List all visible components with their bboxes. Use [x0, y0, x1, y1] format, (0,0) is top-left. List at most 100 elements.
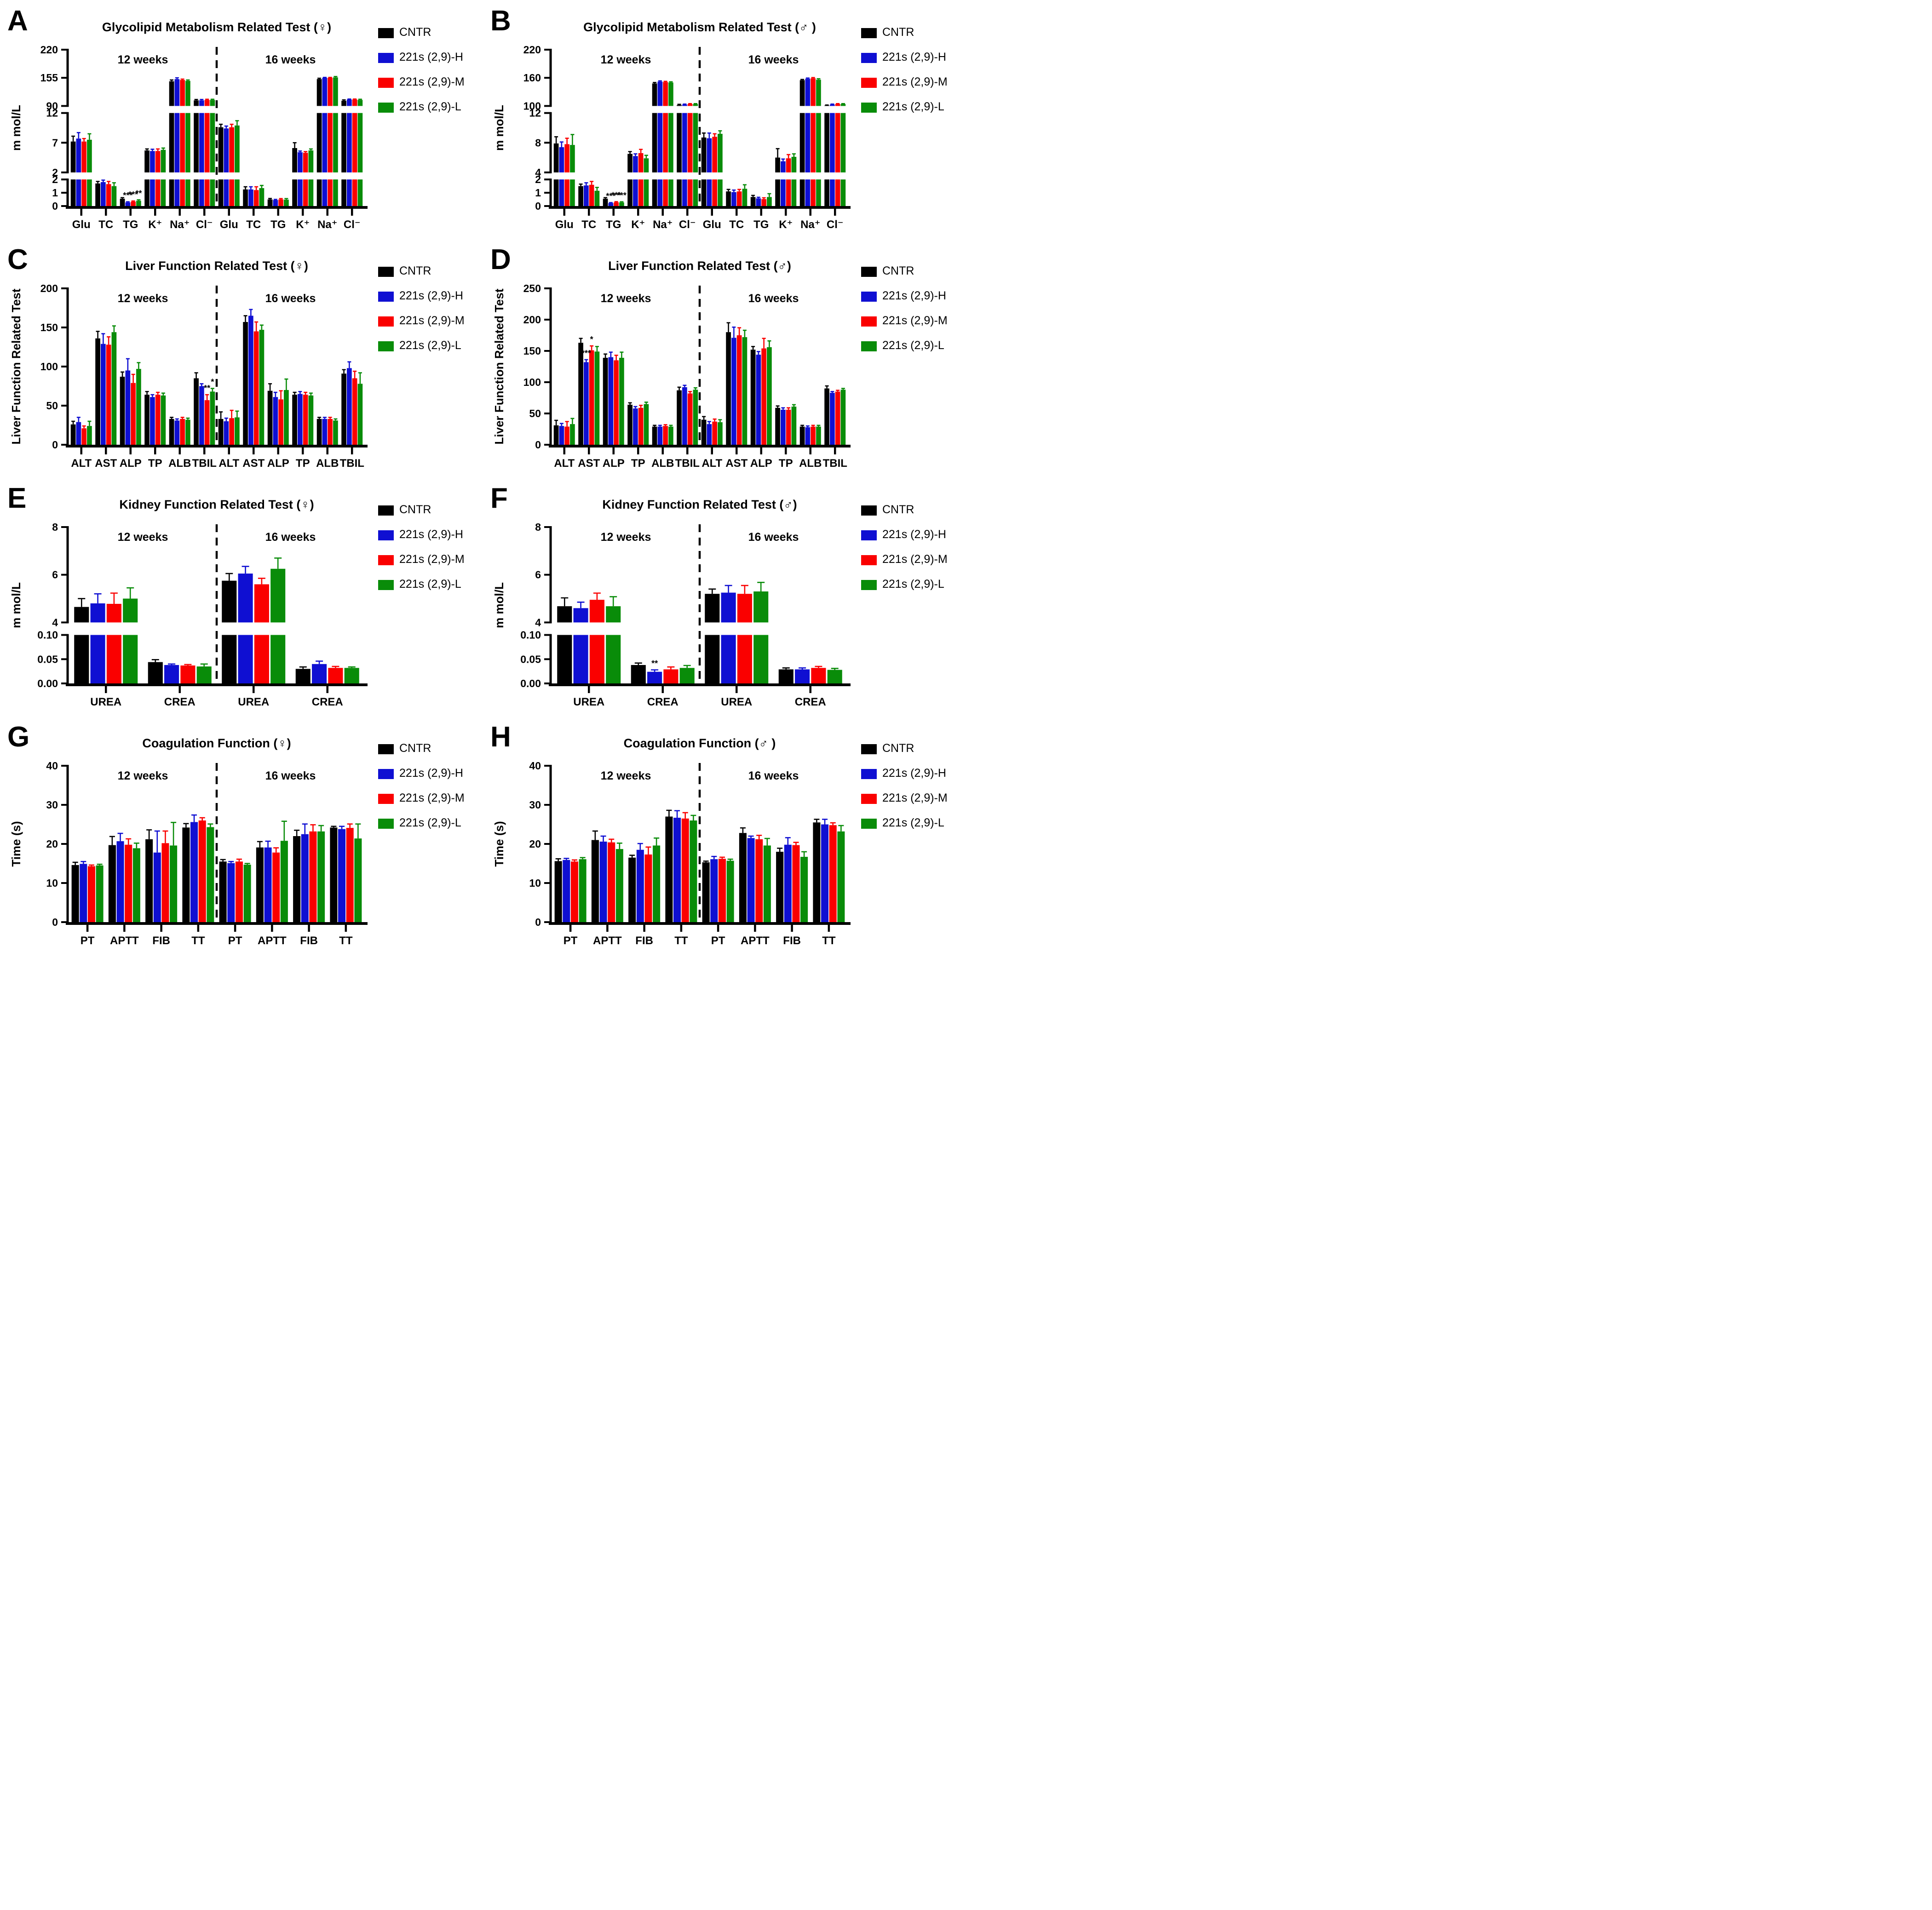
panel-C: C Liver Function Related Test (♀) Liver Fu… [0, 239, 483, 477]
legend-item: CNTR [861, 26, 914, 39]
y-tick-label: 0 [535, 200, 541, 212]
chart-title: Kidney Function Related Test (♂) [602, 498, 797, 511]
bar [816, 426, 821, 445]
x-category-label: Glu [555, 218, 574, 231]
bar [95, 338, 100, 445]
bar [155, 151, 161, 172]
bar [608, 203, 614, 206]
legend-item-label: 221s (2,9)-L [399, 100, 461, 113]
bar [824, 113, 829, 172]
bar [180, 80, 185, 106]
bar [712, 421, 717, 445]
bar [775, 179, 780, 206]
legend-swatch-icon [861, 580, 877, 590]
group-label: 12 weeks [118, 531, 168, 544]
bar [322, 113, 328, 172]
legend-item: 221s (2,9)-L [378, 339, 461, 352]
bar [120, 199, 125, 206]
y-tick-label: 1 [52, 187, 58, 199]
legend-item: 221s (2,9)-L [861, 100, 944, 113]
bar [264, 847, 272, 922]
legend-item-label: CNTR [882, 742, 914, 755]
bar [227, 863, 235, 922]
bar [799, 426, 805, 445]
significance-marker: * [590, 335, 593, 344]
bar [589, 184, 594, 206]
legend-item: 221s (2,9)-L [861, 578, 944, 591]
bar [816, 80, 821, 106]
bar [180, 419, 185, 445]
y-tick-label: 2 [52, 166, 58, 178]
bar [589, 600, 604, 623]
bar [791, 156, 797, 172]
legend-item: 221s (2,9)-M [378, 75, 465, 88]
bar [584, 185, 589, 206]
y-tick-label: 6 [535, 569, 541, 581]
legend-item-label: CNTR [882, 264, 914, 277]
bar [267, 199, 273, 206]
legend-item: 221s (2,9)-H [378, 289, 463, 302]
x-axis-line [549, 206, 851, 209]
bar [591, 840, 599, 922]
x-category-label: ALP [603, 457, 625, 470]
bar [578, 186, 583, 206]
bar [106, 603, 121, 623]
bar [693, 104, 698, 106]
bar [352, 378, 357, 445]
x-axis-line [549, 922, 851, 925]
bar [799, 80, 805, 106]
y-tick-label: 220 [40, 44, 58, 56]
y-axis-label: Time (s) [9, 821, 23, 866]
y-axis-label: m mol/L [492, 582, 506, 628]
chart-title: Glycolipid Metabolism Related Test (♂ ) [583, 20, 816, 34]
bar [280, 841, 288, 922]
bar [563, 860, 570, 922]
bar [199, 113, 204, 172]
bar [125, 202, 131, 206]
bar [712, 179, 717, 206]
bar [303, 179, 308, 206]
x-category-label: UREA [573, 696, 604, 708]
legend-swatch-icon [861, 267, 877, 277]
bar [599, 841, 607, 922]
bar [150, 179, 155, 206]
y-tick-label: 100 [523, 100, 541, 112]
bar [731, 338, 736, 445]
legend-item: 221s (2,9)-H [378, 528, 463, 541]
figure-grid: A Glycolipid Metabolism Related Test (♀) m… [0, 0, 966, 955]
bar [87, 426, 92, 445]
bar [627, 179, 632, 206]
panel-A: A Glycolipid Metabolism Related Test (♀) m… [0, 0, 483, 239]
bar [705, 635, 720, 683]
group-label: 12 weeks [118, 292, 168, 305]
bar [679, 668, 695, 683]
x-category-label: APTT [741, 935, 770, 947]
bar [308, 179, 314, 206]
x-category-label: K⁺ [148, 218, 162, 231]
y-tick-label: 150 [523, 345, 541, 357]
bar [755, 839, 763, 922]
bar [292, 179, 297, 206]
bar [148, 662, 163, 683]
bar [753, 591, 769, 623]
legend: CNTR 221s (2,9)-H 221s (2,9)-M 221s (2,9)-L [861, 503, 948, 591]
bar [701, 137, 707, 172]
bar [346, 828, 354, 922]
bar [238, 574, 253, 623]
bar [553, 425, 559, 445]
bar [767, 197, 772, 206]
bar [218, 419, 224, 445]
bar [800, 857, 808, 922]
bar [219, 861, 227, 922]
legend-item-label: 221s (2,9)-L [882, 100, 944, 113]
bar [259, 330, 264, 445]
bar [292, 395, 297, 445]
bar [594, 351, 600, 445]
y-tick-label: 12 [46, 107, 58, 119]
bar [673, 818, 681, 922]
plot-area: 12 weeks 16 weeks UREA CREA UREA CREA 0.00 0.05… [37, 521, 368, 708]
x-category-label: FIB [152, 935, 170, 947]
bar [554, 861, 562, 922]
bar [627, 404, 632, 445]
x-category-label: ALP [267, 457, 289, 470]
